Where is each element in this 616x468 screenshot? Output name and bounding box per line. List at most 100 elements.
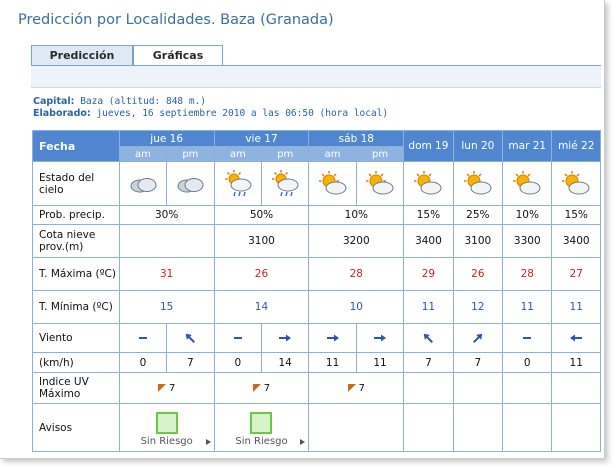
wind-speed: 14	[260, 352, 310, 373]
arrow-right-icon	[205, 438, 211, 445]
cota-value: 3400	[551, 224, 601, 258]
wind-calm-icon	[233, 337, 242, 339]
precip-row: Prob. precip. 30% 50% 10% 15% 25% 10% 15…	[32, 205, 601, 225]
wind-speed: 0	[213, 352, 262, 373]
am-header: am	[213, 146, 262, 162]
tmax-row: T. Máxima (ºC) 31 26 28 29 26 28 27	[32, 257, 601, 291]
sun-cloud-icon	[463, 170, 492, 194]
aviso-text: Sin Riesgo	[235, 435, 288, 447]
row-label-tmin: T. Mínima (ºC)	[32, 290, 120, 324]
pm-header: pm	[355, 146, 405, 162]
uv-flag-icon	[347, 384, 356, 392]
tab-prediccion[interactable]: Predicción	[31, 45, 133, 66]
day-header: mar 21	[502, 130, 553, 162]
forecast-panel: Predicción por Localidades. Baza (Granad…	[0, 0, 605, 459]
tmax-value: 28	[308, 257, 405, 291]
tmax-value: 31	[118, 257, 215, 291]
row-label-avisos: Avisos	[32, 403, 120, 452]
capital-info: Capital: Baza (altitud: 848 m.)	[33, 96, 206, 107]
wind-arrow-nw-icon	[186, 333, 196, 343]
day-header: dom 19	[403, 130, 454, 162]
cota-value: 3300	[502, 224, 553, 258]
tmin-value: 11	[502, 290, 553, 324]
ampm-row: am pm am pm am pm	[33, 146, 601, 162]
day-header: mié 22	[551, 130, 601, 162]
sun-cloud-icon	[414, 170, 442, 194]
tmax-value: 27	[551, 257, 601, 291]
tmin-value: 11	[403, 290, 454, 324]
aviso-green-square-icon	[155, 411, 178, 434]
cota-value	[118, 224, 215, 258]
fecha-header: Fecha	[32, 130, 120, 162]
cota-value: 3100	[213, 224, 310, 258]
tmax-value: 26	[452, 257, 504, 291]
day-header: lun 20	[452, 130, 504, 162]
aviso-green-square-icon	[250, 411, 273, 434]
wind-speed-row: (km/h) 0 7 0 14 11 11 7 7 0 11	[32, 352, 601, 373]
sun-cloud-icon	[513, 170, 541, 194]
forecast-table: Fecha jue 16 vie 17 sáb 18 dom 19 lun 20…	[32, 130, 601, 452]
tmin-row: T. Mínima (ºC) 15 14 10 11 12 11 11	[32, 290, 601, 324]
wind-calm-icon	[138, 337, 147, 339]
aviso-link[interactable]: Sin Riesgo	[118, 403, 215, 452]
wind-speed: 7	[452, 352, 504, 373]
row-label-cota: Cota nieve prov.(m)	[32, 224, 120, 258]
row-label-tmax: T. Máxima (ºC)	[32, 257, 120, 291]
cloudy-icon	[130, 177, 157, 192]
cota-value: 3100	[452, 224, 504, 258]
arrow-right-icon	[300, 438, 306, 445]
row-label-precip: Prob. precip.	[32, 205, 120, 225]
uv-row: Indice UV Máximo 7 7 7	[32, 372, 601, 404]
tmax-value: 26	[213, 257, 310, 291]
sky-row: Estado del cielo	[32, 161, 601, 206]
uv-index: 7	[347, 383, 365, 394]
sun-cloud-icon	[562, 170, 590, 194]
row-label-cielo: Estado del cielo	[32, 161, 120, 206]
uv-index: 7	[252, 383, 270, 394]
uv-flag-icon	[157, 384, 166, 392]
wind-arrow-w-icon	[570, 334, 583, 342]
wind-arrow-nw-icon	[424, 333, 434, 343]
cota-value: 3400	[403, 224, 454, 258]
wind-arrow-e-icon	[326, 334, 339, 342]
precip-value: 15%	[551, 205, 601, 225]
pm-header: pm	[166, 146, 215, 162]
tmin-value: 11	[551, 290, 601, 324]
wind-speed: 7	[403, 352, 454, 373]
tab-graficas[interactable]: Gráficas	[133, 45, 223, 66]
uv-index: 7	[157, 383, 175, 394]
tab-divider	[31, 65, 601, 66]
wind-speed: 7	[166, 352, 215, 373]
tmin-value: 14	[213, 290, 310, 324]
day-header: jue 16	[118, 130, 215, 147]
uv-flag-icon	[252, 384, 261, 392]
sun-cloud-rain-icon	[224, 169, 252, 196]
am-header: am	[118, 146, 168, 162]
wind-speed: 11	[355, 352, 405, 373]
tmin-value: 15	[118, 290, 215, 324]
wind-calm-icon	[523, 337, 532, 339]
aviso-text: Sin Riesgo	[140, 435, 193, 447]
precip-value: 15%	[403, 205, 454, 225]
wind-dir-row: Viento	[32, 323, 601, 353]
wind-arrow-e-icon	[374, 334, 387, 342]
precip-value: 50%	[213, 205, 310, 225]
wind-speed: 0	[118, 352, 168, 373]
elaborado-value: jueves, 16 septiembre 2010 a las 06:50 (…	[96, 108, 389, 119]
avisos-row: Avisos Sin Riesgo Sin Riesgo	[32, 403, 601, 452]
capital-label: Capital:	[33, 96, 75, 107]
page-title: Predicción por Localidades. Baza (Granad…	[18, 12, 334, 28]
tmax-value: 28	[502, 257, 553, 291]
elaborado-label: Elaborado:	[33, 108, 91, 119]
precip-value: 30%	[118, 205, 215, 225]
sun-cloud-rain-icon	[272, 169, 299, 196]
row-label-kmh: (km/h)	[32, 352, 120, 373]
cloudy-icon	[177, 177, 204, 192]
sun-cloud-icon	[366, 170, 394, 194]
wind-arrow-ne-icon	[472, 333, 483, 343]
aviso-link[interactable]: Sin Riesgo	[213, 403, 310, 452]
tmin-value: 10	[308, 290, 405, 324]
precip-value: 10%	[308, 205, 405, 225]
elaborado-info: Elaborado: jueves, 16 septiembre 2010 a …	[33, 108, 388, 119]
sun-cloud-icon	[318, 170, 347, 194]
